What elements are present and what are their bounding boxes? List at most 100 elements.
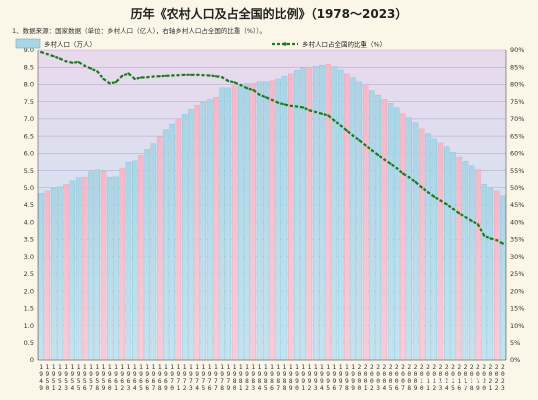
x-tick-label-digit: 9	[239, 371, 243, 378]
x-tick-label-digit: 9	[120, 371, 124, 378]
bar	[456, 156, 462, 361]
y-right-tick-label: 40%	[510, 218, 524, 226]
x-tick-label-digit: 9	[476, 385, 480, 392]
y-right-tick-label: 60%	[510, 150, 524, 158]
x-tick-label-digit: 0	[420, 385, 424, 392]
x-tick-label-digit: 2	[245, 385, 249, 392]
x-tick-label-digit: 1	[52, 385, 56, 392]
x-tick-label-digit: 9	[102, 371, 106, 378]
x-tick-label-digit: 0	[370, 371, 374, 378]
x-tick-label-digit: 2	[457, 364, 461, 371]
x-tick-label-digit: 2	[445, 364, 449, 371]
x-tick-label-digit: 9	[345, 371, 349, 378]
y-left-tick-label: 6.0	[24, 150, 34, 158]
x-tick-label-digit: 8	[264, 378, 268, 385]
x-tick-label-digit: 2	[395, 364, 399, 371]
y-right-tick-label: 45%	[510, 201, 524, 209]
share-point	[408, 176, 411, 179]
y-right-tick-label: 15%	[510, 305, 524, 313]
share-point	[133, 77, 136, 81]
x-tick-label-digit: 2	[501, 378, 505, 385]
bar	[57, 186, 63, 361]
x-tick-label-digit: 1	[201, 364, 205, 371]
x-tick-label-digit: 0	[407, 378, 411, 385]
x-tick-label-digit: 4	[195, 385, 199, 392]
y-right-tick-label: 55%	[510, 167, 524, 175]
share-point	[58, 57, 61, 60]
x-tick-label-digit: 1	[164, 364, 168, 371]
x-tick-label-digit: 9	[139, 371, 143, 378]
x-tick-label-digit: 4	[445, 385, 449, 392]
bar	[381, 99, 388, 361]
y-left-tick-label: 7.5	[24, 98, 34, 106]
x-tick-label-digit: 3	[189, 385, 193, 392]
x-tick-label-digit: 1	[283, 364, 287, 371]
x-tick-label-digit: 0	[482, 385, 486, 392]
share-point	[239, 84, 242, 87]
x-tick-label-digit: 9	[245, 371, 249, 378]
share-point	[420, 186, 423, 189]
x-tick-label-digit: 8	[95, 385, 99, 392]
share-point	[501, 242, 504, 245]
x-tick-label-digit: 7	[201, 378, 205, 385]
x-tick-label-digit: 1	[145, 364, 149, 371]
bar	[325, 63, 331, 361]
share-point	[476, 223, 480, 226]
bar	[82, 176, 88, 361]
x-tick-label-digit: 1	[133, 364, 137, 371]
x-tick-label-digit: 1	[226, 364, 230, 371]
x-tick-label-digit: 1	[52, 364, 56, 371]
x-tick-label-digit: 3	[314, 385, 318, 392]
x-tick-label-digit: 0	[364, 371, 368, 378]
x-tick-label-digit: 1	[77, 364, 81, 371]
x-tick-label-digit: 5	[52, 378, 56, 385]
x-tick-label-digit: 4	[70, 385, 74, 392]
x-tick-label-digit: 1	[470, 378, 474, 385]
share-point	[52, 55, 55, 58]
x-tick-label-digit: 1	[64, 364, 68, 371]
share-point	[189, 73, 192, 76]
x-tick-label-digit: 2	[183, 385, 187, 392]
bar	[144, 149, 150, 361]
share-point	[252, 88, 255, 92]
x-tick-label-digit: 8	[220, 385, 224, 392]
x-tick-label-digit: 1	[58, 364, 62, 371]
x-tick-label-digit: 7	[214, 378, 218, 385]
x-tick-label-digit: 9	[320, 378, 324, 385]
bar	[181, 113, 188, 361]
x-tick-label-digit: 9	[289, 371, 293, 378]
bar	[100, 171, 107, 361]
share-point	[302, 106, 305, 109]
x-tick-label-digit: 9	[164, 371, 168, 378]
bar	[150, 143, 157, 361]
x-tick-label-digit: 5	[77, 385, 81, 392]
x-tick-label-digit: 6	[457, 385, 461, 392]
x-tick-label-digit: 0	[376, 378, 380, 385]
x-tick-label-digit: 7	[339, 385, 343, 392]
y-right-tick-label: 75%	[510, 98, 524, 106]
x-tick-label-digit: 3	[376, 385, 380, 392]
x-tick-label-digit: 9	[45, 371, 49, 378]
left-axis: 0 0.5 1.0 1.5 2.0 2.5 3.0 3.5 4.0 4.5 5.0 5.5 6.0 6.5…	[24, 46, 39, 364]
bar	[231, 85, 238, 361]
bar	[419, 128, 425, 361]
bar	[213, 97, 219, 361]
x-tick-label-digit: 0	[420, 371, 424, 378]
x-tick-label-digit: 1	[114, 364, 118, 371]
x-tick-label-digit: 0	[464, 371, 468, 378]
x-tick-label-digit: 1	[120, 364, 124, 371]
x-tick-label-digit: 1	[45, 364, 49, 371]
y-left-tick-label: 3.5	[24, 236, 34, 244]
x-tick-label-digit: 9	[351, 378, 355, 385]
x-tick-label-digit: 1	[251, 364, 255, 371]
x-tick-label-digit: 0	[439, 371, 443, 378]
x-tick-label-digit: 1	[83, 364, 87, 371]
x-tick-label-digit: 6	[158, 378, 162, 385]
share-point	[245, 87, 249, 90]
x-tick-label-digit: 2	[501, 364, 505, 371]
y-right-tick-label: 25%	[510, 270, 524, 278]
bar	[294, 70, 300, 361]
x-tick-label-digit: 0	[470, 371, 474, 378]
bar	[138, 155, 144, 361]
